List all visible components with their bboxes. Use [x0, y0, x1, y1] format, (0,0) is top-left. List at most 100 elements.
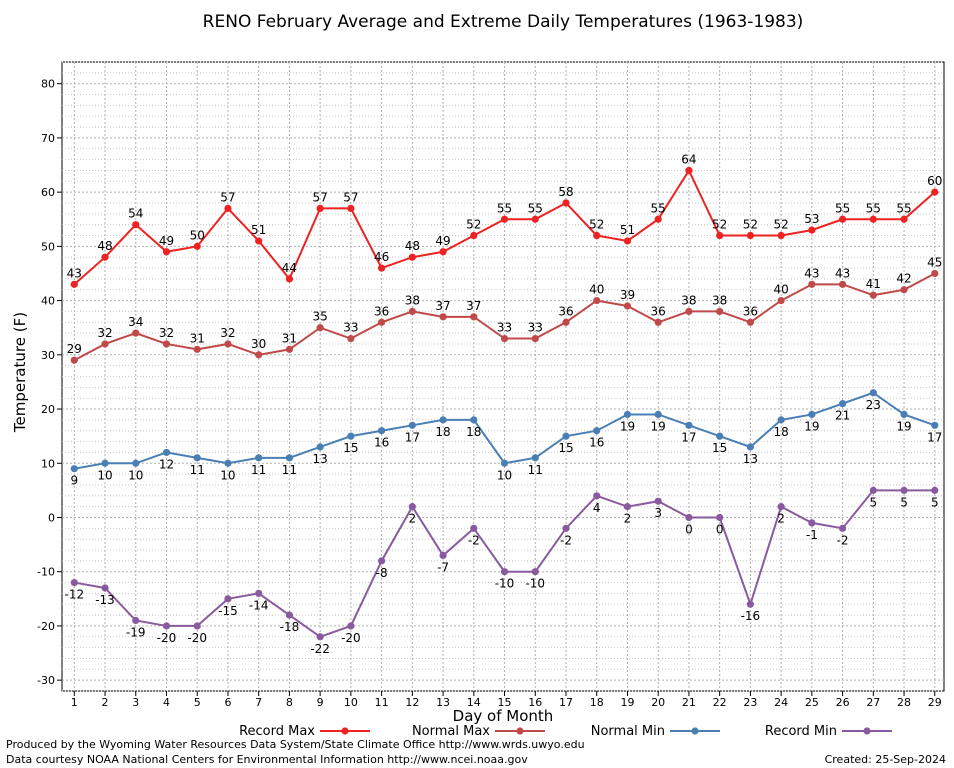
data-point	[623, 410, 632, 419]
data-label: 11	[190, 463, 205, 477]
minor-grid	[62, 61, 944, 692]
data-point	[931, 421, 939, 429]
data-label: 58	[558, 185, 573, 199]
data-point	[593, 492, 601, 500]
data-label: -13	[95, 593, 115, 607]
data-label: 44	[282, 261, 297, 275]
data-point	[838, 215, 847, 223]
data-point	[838, 400, 847, 408]
data-point	[931, 188, 939, 196]
data-label: 36	[558, 304, 573, 318]
data-point	[285, 454, 294, 462]
data-label: 18	[435, 425, 450, 439]
data-point	[746, 231, 754, 240]
data-point	[900, 410, 908, 419]
data-label: 10	[97, 468, 112, 482]
data-point	[500, 215, 509, 223]
data-point	[378, 557, 386, 565]
data-label: 38	[681, 293, 696, 307]
data-label: -20	[187, 631, 207, 645]
data-point	[593, 231, 601, 240]
data-point	[623, 237, 632, 245]
x-tick-label: 10	[344, 696, 358, 709]
data-label: 9	[70, 474, 78, 488]
data-point	[101, 253, 109, 261]
series-record-min: -12 -13-19 -20 -20-15 -14-18-22-20-82-7-2-10…	[64, 486, 939, 656]
x-tick-label: 9	[317, 696, 324, 709]
data-label: -2	[560, 533, 572, 547]
data-point	[500, 334, 509, 343]
x-axis-ticks: 1 2 3 4 5 6 7 8 9 10 11 12 13 14 15 16 17 18 19 20 21 22 23 24 2…	[71, 691, 942, 709]
data-label: -2	[837, 533, 849, 547]
data-label: 13	[313, 452, 328, 466]
legend-entry: Normal Min	[591, 724, 720, 739]
data-point	[132, 459, 140, 467]
data-point	[531, 568, 539, 576]
data-label: 32	[220, 326, 235, 340]
x-tick-label: 19	[620, 696, 634, 709]
data-point	[777, 231, 785, 240]
data-label: 55	[835, 201, 850, 215]
data-point	[378, 264, 386, 272]
x-tick-label: 2	[102, 696, 109, 709]
data-label: 38	[712, 293, 727, 307]
series-normal-max: 29 32 34 32 31 32 30 31 35 33 36 38 37 37 33 33 36 40 39 36…	[67, 255, 942, 364]
data-point	[316, 443, 324, 451]
data-label: -7	[437, 560, 449, 574]
footer-created-date: Created: 25-Sep-2024	[824, 753, 946, 766]
x-tick-label: 7	[255, 696, 262, 709]
data-label: 13	[743, 452, 758, 466]
data-label: 4	[593, 501, 601, 515]
data-label: 19	[804, 419, 819, 433]
data-point	[593, 296, 601, 305]
legend-marker	[516, 727, 524, 735]
data-point	[869, 389, 877, 397]
x-tick-label: 27	[866, 696, 880, 709]
data-label: 43	[835, 266, 850, 280]
data-label: 33	[497, 321, 512, 335]
data-point	[716, 231, 724, 240]
data-label: 48	[97, 239, 112, 253]
data-label: 57	[343, 190, 358, 204]
y-axis-ticks: -30 -20 -10 0 10 20 30 40 50 60 70 80	[37, 78, 62, 687]
legend-marker	[691, 727, 699, 735]
data-point	[347, 334, 355, 343]
data-point	[593, 427, 601, 435]
data-label: 52	[712, 218, 727, 232]
footer-producer: Produced by the Wyoming Water Resources …	[6, 738, 585, 751]
y-tick-label: 30	[41, 349, 55, 362]
data-point	[562, 432, 570, 440]
data-point	[255, 589, 263, 597]
data-point	[716, 432, 724, 440]
x-tick-label: 12	[405, 696, 419, 709]
y-tick-label: -30	[37, 674, 55, 687]
data-label: 55	[497, 201, 512, 215]
data-label: 55	[528, 201, 543, 215]
legend-label: Record Min	[765, 724, 837, 739]
data-label: 18	[466, 425, 481, 439]
data-point	[654, 318, 662, 326]
data-point	[162, 448, 171, 457]
x-tick-label: 4	[163, 696, 170, 709]
data-point	[162, 340, 171, 348]
data-point	[500, 568, 509, 576]
data-label: 23	[866, 398, 881, 412]
data-label: 5	[900, 495, 908, 509]
data-point	[132, 329, 140, 337]
x-tick-label: 24	[774, 696, 788, 709]
data-point	[378, 427, 386, 435]
data-label: 37	[435, 299, 450, 313]
x-tick-label: 25	[805, 696, 819, 709]
data-point	[347, 622, 355, 630]
data-point	[746, 600, 754, 608]
legend-entry: Record Min	[765, 724, 892, 739]
data-point	[654, 410, 662, 419]
data-point	[931, 486, 939, 494]
y-tick-label: 0	[48, 511, 55, 524]
data-label: 60	[927, 174, 942, 188]
data-label: 52	[466, 218, 481, 232]
data-point	[470, 524, 478, 532]
data-label: 11	[528, 463, 543, 477]
data-label: 15	[712, 441, 727, 455]
data-label: 11	[251, 463, 266, 477]
